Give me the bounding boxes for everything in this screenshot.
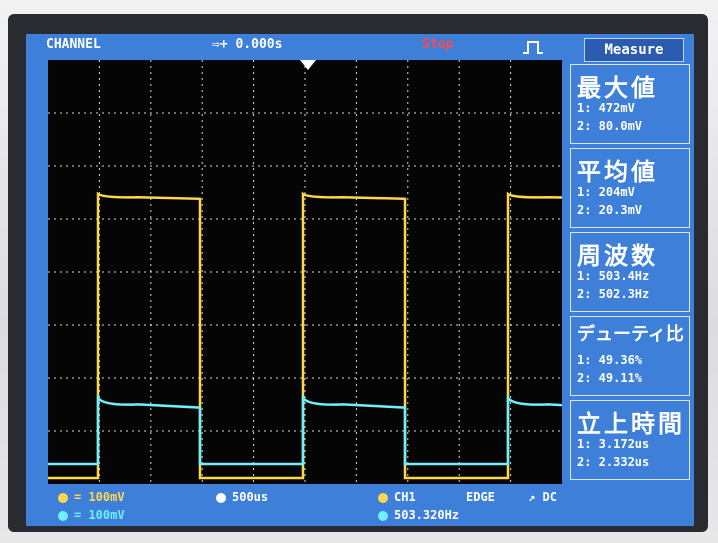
trigger-source-value: CH1 — [394, 490, 416, 504]
measure-rise-ch2: 2: 2.332us — [577, 455, 650, 469]
measure-rise-ch1: 1: 3.172us — [577, 437, 650, 451]
measure-frequency-ch1: 1: 503.4Hz — [577, 269, 650, 283]
trigger-type[interactable]: EDGE — [466, 490, 495, 504]
ch2-marker-icon — [58, 510, 68, 521]
trigger-source[interactable]: CH1 — [378, 490, 416, 504]
measure-rise-time[interactable]: 立上時間 1: 3.172us 2: 2.332us — [570, 400, 690, 480]
oscilloscope-screen: CHANNEL ⇨+ 0.000s Stop Measure 最大値 1: 47… — [26, 34, 694, 526]
time-offset: ⇨+ 0.000s — [212, 37, 283, 52]
measure-title[interactable]: Measure — [584, 38, 684, 62]
waveform-display — [48, 60, 562, 484]
frequency-marker-icon — [378, 510, 388, 521]
measure-mean-ch1: 1: 204mV — [577, 185, 635, 199]
coupling-value: DC — [542, 490, 557, 504]
measure-duty-header: デューティ比 — [577, 324, 684, 345]
timebase-value: 500us — [232, 490, 269, 504]
measure-mean-ch2: 2: 20.3mV — [577, 203, 643, 217]
measure-duty-ch2: 2: 49.11% — [577, 371, 643, 385]
measure-mean[interactable]: 平均値 1: 204mV 2: 20.3mV — [570, 148, 690, 228]
ch2-trace — [48, 394, 562, 466]
frequency-value: 503.320Hz — [394, 508, 460, 522]
ch1-marker-icon — [58, 492, 68, 503]
measure-rise-header: 立上時間 — [577, 410, 685, 438]
bottom-status-bar: = 100mV = 100mV 500us CH1 EDGE ↗ DC 503.… — [26, 486, 694, 526]
trigger-frequency: 503.320Hz — [378, 508, 459, 522]
trigger-edge-icon — [523, 41, 543, 54]
timebase[interactable]: 500us — [216, 490, 268, 504]
status-bar: CHANNEL ⇨+ 0.000s Stop — [26, 34, 566, 58]
measure-max-header: 最大値 — [577, 74, 658, 102]
trigger-marker-icon — [378, 492, 388, 503]
trigger-position-marker — [300, 60, 316, 70]
ch2-scale-value: = 100mV — [74, 508, 125, 522]
measure-frequency-header: 周波数 — [577, 242, 658, 270]
run-status[interactable]: Stop — [422, 37, 454, 52]
measure-duty[interactable]: デューティ比 1: 49.36% 2: 49.11% — [570, 316, 690, 396]
measure-max-ch2: 2: 80.0mV — [577, 119, 643, 133]
ch1-trace — [48, 191, 562, 480]
measure-duty-ch1: 1: 49.36% — [577, 353, 643, 367]
measure-max-ch1: 1: 472mV — [577, 101, 635, 115]
coupling[interactable]: ↗ DC — [528, 490, 557, 504]
ch2-scale[interactable]: = 100mV — [58, 508, 125, 522]
mode-label: CHANNEL — [46, 37, 101, 52]
edge-rise-icon: ↗ — [528, 490, 536, 504]
measure-mean-header: 平均値 — [577, 158, 658, 186]
timebase-marker-icon — [216, 492, 226, 503]
waveform-svg — [48, 60, 562, 484]
measure-max[interactable]: 最大値 1: 472mV 2: 80.0mV — [570, 64, 690, 144]
measure-frequency-ch2: 2: 502.3Hz — [577, 287, 650, 301]
ch1-scale-value: = 100mV — [74, 490, 125, 504]
ch1-scale[interactable]: = 100mV — [58, 490, 125, 504]
measure-panel: Measure 最大値 1: 472mV 2: 80.0mV 平均値 1: 20… — [570, 38, 690, 482]
measure-frequency[interactable]: 周波数 1: 503.4Hz 2: 502.3Hz — [570, 232, 690, 312]
